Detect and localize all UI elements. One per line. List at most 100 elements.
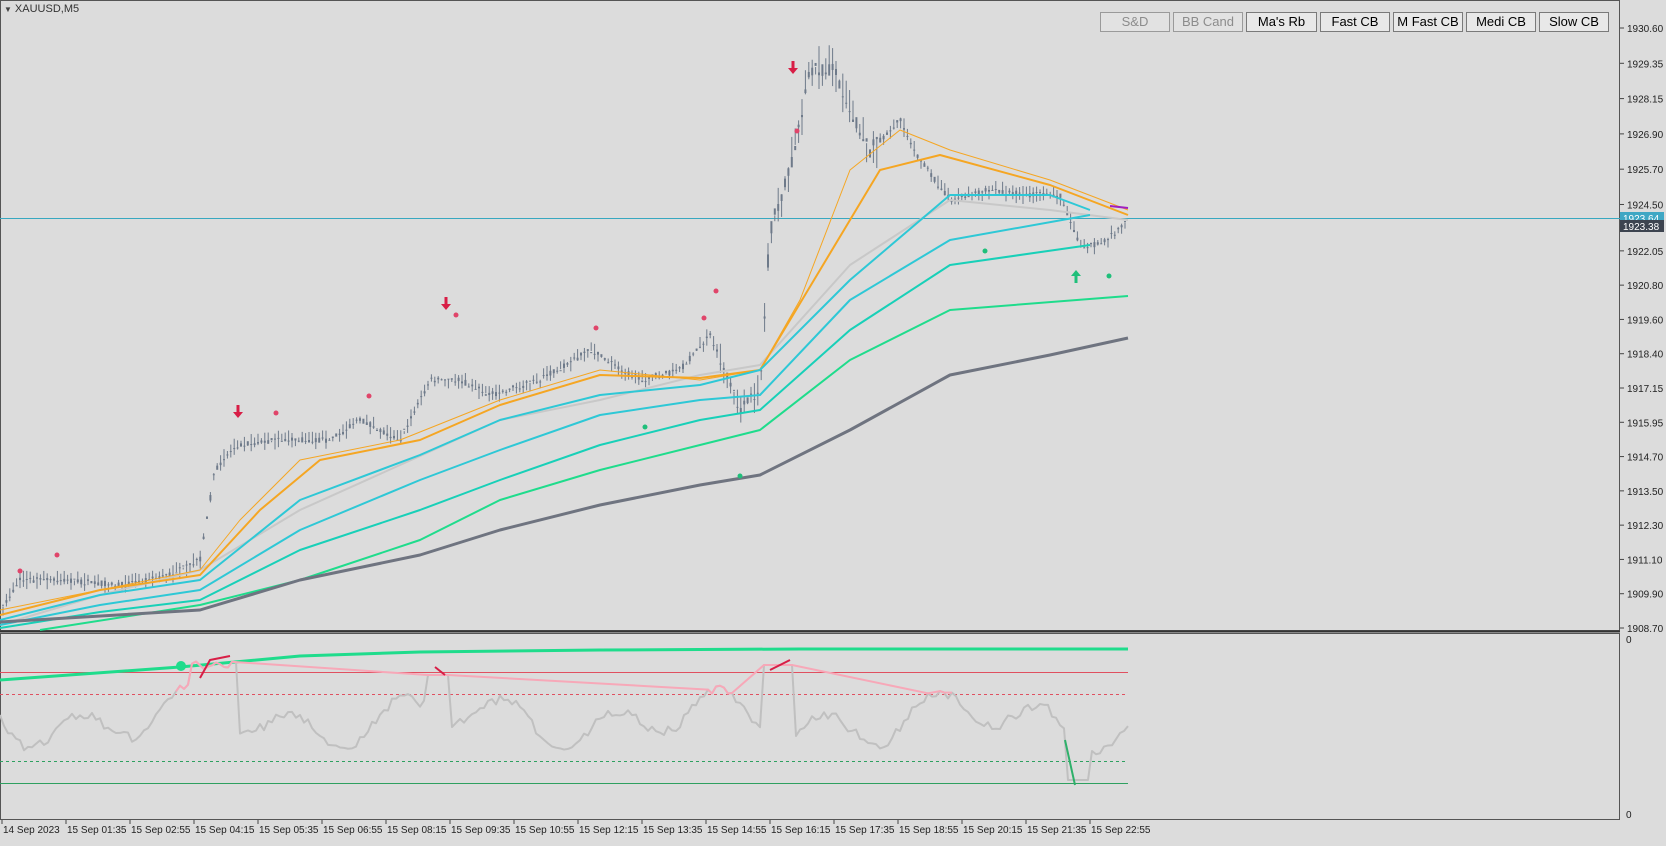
candle-body [699,346,701,348]
fast-cb-button[interactable]: Fast CB [1320,12,1390,32]
candle-body [896,120,899,123]
candle-body [937,186,939,188]
time-tick-label: 15 Sep 05:35 [259,825,319,836]
candle-body [508,388,511,390]
candle-body [661,374,664,376]
candle-body [610,361,613,363]
candle-body [542,375,545,377]
candle-body [297,440,300,442]
time-tick-label: 15 Sep 18:55 [899,825,959,836]
price-tick-label: 1928.15 [1627,95,1664,106]
candle-body [835,68,837,75]
candle-body [1124,221,1126,223]
candle-body [1066,212,1069,216]
candle-body [168,572,171,577]
time-tick-label: 15 Sep 01:35 [67,825,127,836]
candle-body [117,582,120,588]
mas-rb-button[interactable]: Ma's Rb [1246,12,1317,32]
candle-body [512,385,514,388]
candle-body [549,370,552,376]
candle-body [916,154,919,158]
candle-body [641,380,644,383]
candle-body [365,422,368,426]
buy-signal-dot [1106,273,1112,279]
candle-body [988,189,990,192]
candle-body [450,378,453,380]
candle-body [488,392,491,396]
subwindow-frame [0,633,1620,820]
candle-body [920,160,922,162]
time-tick-label: 15 Sep 13:35 [643,825,703,836]
candle-body [444,379,446,381]
subwindow-axis-top: 0 [1626,635,1632,646]
buy-signal-dot [642,424,648,430]
candle-body [114,585,117,587]
sd-button[interactable]: S&D [1100,12,1170,32]
candle-body [977,190,980,195]
candle-body [1093,242,1096,248]
candle-body [454,381,457,383]
candle-body [301,437,304,443]
candle-body [97,582,100,586]
candle-body [413,411,416,413]
candle-body [270,438,273,441]
ma-ribbon-slow-gray [0,336,1129,624]
price-tick-label: 1909.90 [1627,590,1664,601]
symbol-label: ▼ XAUUSD,M5 [4,3,79,15]
candle-body [202,536,205,540]
candle-body [138,580,140,583]
bb-cand-button[interactable]: BB Cand [1173,12,1243,32]
candle-body [491,391,494,394]
candle-body [148,579,151,581]
candle-body [1015,190,1018,196]
candle-body [943,190,946,196]
candle-body [522,385,525,388]
candle-body [865,138,868,142]
candle-body [144,578,147,583]
candle-body [386,433,389,436]
candle-body [161,575,164,577]
candle-body [253,443,256,446]
collapse-triangle-icon[interactable]: ▼ [4,5,12,14]
candle-body [165,574,168,576]
time-tick-label: 15 Sep 02:55 [131,825,191,836]
candle-body [654,373,657,376]
candle-body [559,370,562,372]
candle-body [335,433,338,437]
candle-body [991,189,994,191]
candle-body [603,358,606,360]
candle-body [104,580,106,587]
buy-signal-dot [982,248,988,254]
candle-body [192,564,195,566]
candle-body [576,357,579,361]
candle-body [1086,247,1089,249]
candle-body [423,391,426,394]
candle-body [478,386,480,389]
candle-body [206,516,208,519]
candle-body [933,176,936,182]
candle-body [899,118,902,122]
candle-body [930,173,933,177]
candle-body [852,119,854,122]
candle-body [784,178,786,188]
candle-body [338,433,341,435]
candle-body [110,582,113,585]
slow-cb-button[interactable]: Slow CB [1539,12,1609,32]
candle-body [267,440,270,444]
candle-body [280,440,283,442]
candle-body [818,72,820,76]
candle-body [433,380,436,383]
candle-body [1117,228,1120,230]
time-tick-label: 15 Sep 08:15 [387,825,447,836]
candle-body [709,333,712,335]
time-tick-label: 15 Sep 14:55 [707,825,767,836]
candle-body [821,64,824,76]
candle-body [42,579,45,581]
candle-body [359,418,361,421]
m-fast-cb-button[interactable]: M Fast CB [1393,12,1463,32]
candle-body [1018,192,1021,194]
candle-body [226,454,229,456]
candle-body [1062,204,1065,206]
medi-cb-button[interactable]: Medi CB [1466,12,1536,32]
